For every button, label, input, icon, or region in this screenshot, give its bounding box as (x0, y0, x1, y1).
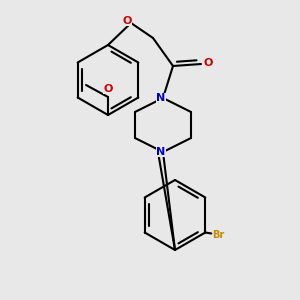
Text: Br: Br (212, 230, 225, 239)
Text: N: N (156, 93, 166, 103)
Text: N: N (156, 147, 166, 157)
Text: O: O (122, 16, 132, 26)
Text: O: O (204, 58, 213, 68)
Text: O: O (103, 84, 113, 94)
